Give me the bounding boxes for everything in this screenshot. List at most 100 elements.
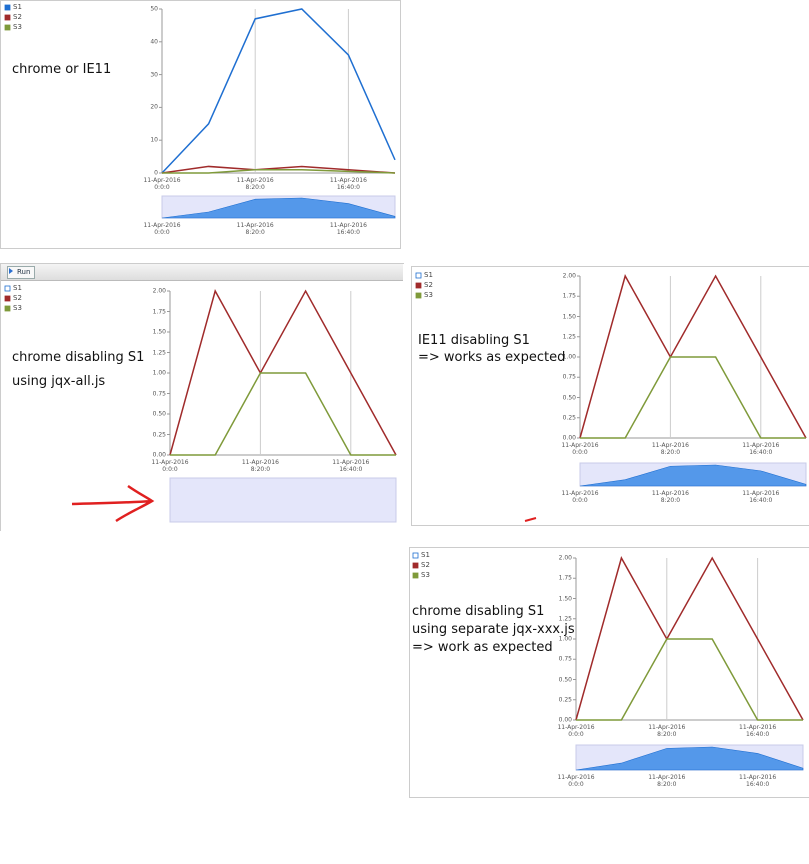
legend-label: S2: [421, 561, 430, 569]
legend-swatch: [412, 562, 419, 569]
y-tick-label: 1.50: [562, 313, 576, 320]
panel: [411, 266, 809, 526]
navigator-label: 11-Apr-2016 16:40:0: [742, 490, 780, 504]
y-tick-label: 1.75: [558, 574, 572, 582]
annotation: => work as expected: [412, 640, 553, 655]
legend-swatch: [415, 282, 422, 289]
navigator-area: [161, 197, 396, 219]
annotation: IE11 disabling S1: [418, 333, 530, 348]
series-line: [161, 8, 396, 174]
y-tick-label: 1.25: [558, 615, 572, 623]
legend-swatch: [4, 24, 11, 31]
x-tick-label: 11-Apr-2016 0:0:0: [151, 459, 189, 473]
y-tick-label: 1.00: [562, 353, 576, 361]
legend-swatch: [4, 305, 11, 312]
legend-swatch: [4, 14, 11, 21]
y-tick-label: 1.50: [152, 328, 166, 336]
series-line: [170, 372, 396, 456]
y-tick-label: 1.00: [558, 635, 572, 643]
series-line: [169, 289, 397, 456]
annotation: chrome or IE11: [12, 62, 112, 77]
navigator-label: 11-Apr-2016 8:20:0: [236, 222, 274, 236]
x-tick-label: 11-Apr-2016 16:40:0: [742, 442, 780, 456]
panel: [0, 263, 404, 531]
y-tick-label: 0.50: [152, 410, 166, 418]
legend-label: S1: [13, 284, 22, 292]
legend-swatch: [412, 552, 419, 559]
legend-label: S1: [13, 3, 22, 11]
y-tick-label: 1.25: [562, 333, 576, 341]
x-tick-label: 11-Apr-2016 8:20:0: [236, 177, 274, 191]
legend-label: S3: [421, 571, 430, 579]
navigator-label: 11-Apr-2016 8:20:0: [651, 490, 689, 504]
annotation: using jqx-all.js: [12, 374, 106, 389]
y-tick-label: 2.00: [562, 272, 576, 280]
y-tick-label: 0.25: [558, 696, 572, 704]
y-tick-label: 0.00: [562, 434, 576, 442]
y-tick-label: 1.75: [152, 308, 166, 315]
legend-swatch: [415, 292, 422, 299]
x-tick-label: 11-Apr-2016 16:40:0: [739, 724, 777, 738]
x-tick-label: 11-Apr-2016 0:0:0: [557, 724, 595, 738]
navigator-label: 11-Apr-2016 0:0:0: [143, 222, 181, 236]
y-tick-label: 1.00: [152, 369, 166, 377]
series-line: [162, 168, 396, 174]
navigator: [169, 477, 397, 523]
x-tick-label: 11-Apr-2016 0:0:0: [143, 177, 181, 191]
legend-swatch: [415, 272, 422, 279]
y-tick-label: 0.50: [558, 676, 572, 683]
legend-swatch: [412, 572, 419, 579]
y-tick-label: 30: [150, 71, 158, 79]
y-tick-label: 0.25: [152, 431, 166, 438]
series-line: [580, 356, 806, 439]
y-tick-label: 2.00: [558, 554, 572, 562]
y-tick-label: 0.00: [152, 451, 166, 459]
x-tick-label: 11-Apr-2016 16:40:0: [329, 177, 367, 191]
legend-label: S3: [424, 291, 433, 299]
x-tick-label: 11-Apr-2016 8:20:0: [648, 724, 686, 738]
y-tick-label: 1.50: [558, 595, 572, 602]
y-tick-label: 40: [150, 38, 158, 46]
y-tick-label: 20: [150, 103, 158, 111]
annotation: chrome disabling S1: [412, 604, 545, 619]
y-tick-label: 2.00: [152, 287, 166, 295]
red-mark: [524, 517, 537, 522]
legend-swatch: [4, 295, 11, 302]
y-tick-label: 1.25: [152, 349, 166, 356]
y-tick-label: 50: [150, 5, 158, 13]
y-tick-label: 0: [154, 169, 158, 177]
series-line: [579, 274, 807, 439]
y-tick-label: 10: [150, 136, 158, 144]
y-tick-label: 0.50: [562, 394, 576, 401]
annotation: => works as expected: [418, 350, 566, 365]
navigator-label: 11-Apr-2016 0:0:0: [561, 490, 599, 504]
play-icon: [9, 268, 13, 274]
run-button[interactable]: Run: [7, 266, 36, 279]
series-line: [576, 638, 803, 721]
y-tick-label: 0.25: [562, 414, 576, 422]
y-tick-label: 0.75: [562, 373, 576, 381]
legend-label: S2: [13, 294, 22, 302]
navigator-label: 11-Apr-2016 16:40:0: [329, 222, 367, 236]
x-tick-label: 11-Apr-2016 8:20:0: [651, 442, 689, 456]
legend-label: S1: [421, 551, 430, 559]
x-tick-label: 11-Apr-2016 0:0:0: [561, 442, 599, 456]
legend-label: S1: [424, 271, 433, 279]
annotation: chrome disabling S1: [12, 350, 145, 365]
legend-swatch: [4, 285, 11, 292]
navigator-label: 11-Apr-2016 16:40:0: [739, 774, 777, 788]
legend-swatch: [4, 4, 11, 11]
y-tick-label: 0.75: [558, 655, 572, 663]
navigator-area: [579, 464, 807, 487]
y-tick-label: 0.00: [558, 716, 572, 724]
navigator-area: [575, 746, 804, 771]
y-tick-label: 0.75: [152, 390, 166, 397]
series-line: [575, 556, 804, 721]
red-arrow: [71, 484, 155, 523]
panel: [409, 547, 809, 798]
y-tick-label: 1.75: [562, 292, 576, 300]
toolbar: [1, 264, 403, 281]
panel: [0, 0, 401, 249]
legend-label: S3: [13, 23, 22, 31]
